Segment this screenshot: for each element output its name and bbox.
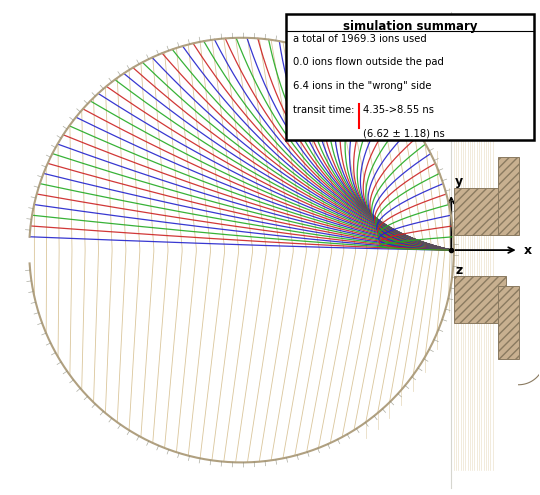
Bar	[454, 276, 505, 323]
Text: (6.62 ± 1.18) ns: (6.62 ± 1.18) ns	[363, 129, 445, 139]
Text: y: y	[455, 175, 463, 188]
Bar	[454, 188, 505, 235]
Bar	[498, 286, 518, 359]
Text: x: x	[524, 244, 532, 256]
Text: transit time:: transit time:	[293, 105, 354, 115]
Text: 6.4 ions in the "wrong" side: 6.4 ions in the "wrong" side	[293, 81, 431, 91]
Bar	[498, 157, 518, 235]
Text: a total of 1969.3 ions used: a total of 1969.3 ions used	[293, 34, 427, 44]
Text: simulation summary: simulation summary	[343, 20, 477, 33]
Text: 0.0 ions flown outside the pad: 0.0 ions flown outside the pad	[293, 57, 443, 67]
Text: z: z	[455, 264, 462, 277]
Bar	[286, 14, 534, 141]
Text: 4.35->8.55 ns: 4.35->8.55 ns	[363, 105, 434, 115]
